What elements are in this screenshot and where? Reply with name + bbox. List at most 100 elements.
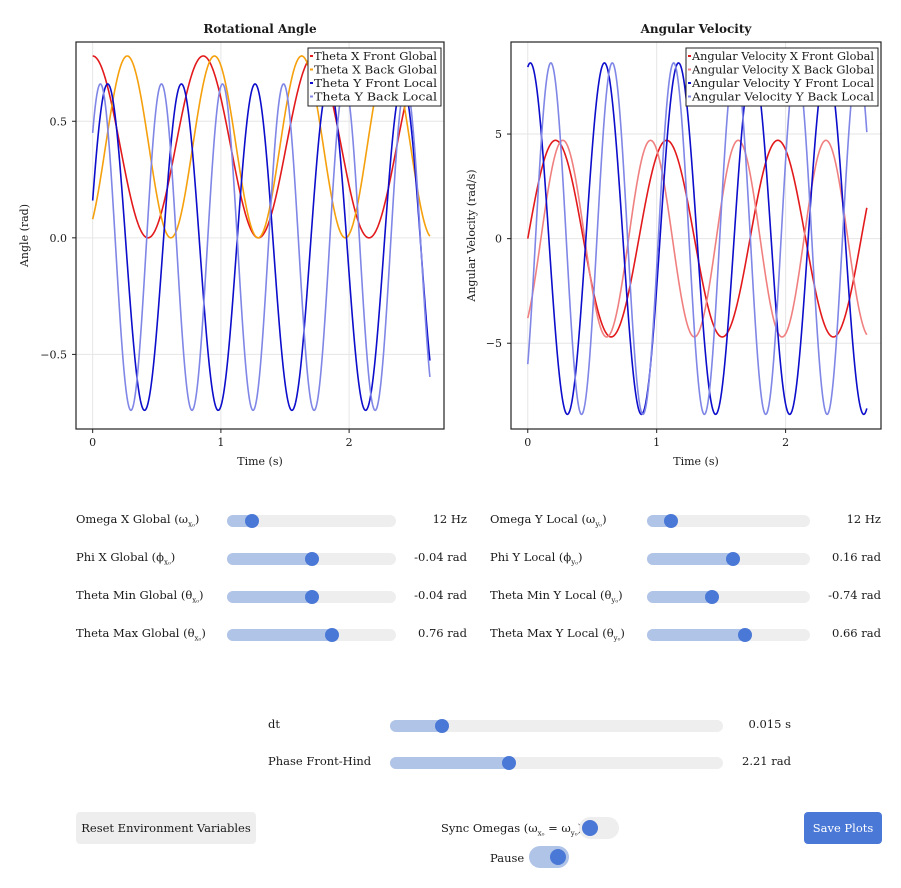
series-line bbox=[91, 83, 431, 412]
slider-label: Omega X Global (ωx₀) bbox=[76, 512, 200, 529]
slider-value: -0.74 rad bbox=[828, 588, 881, 602]
slider-fill bbox=[227, 629, 332, 641]
y-tick-label: 0.5 bbox=[50, 115, 68, 128]
legend-label: Theta X Front Global bbox=[314, 50, 438, 63]
pause-toggle[interactable] bbox=[529, 846, 569, 868]
pause-label: Pause bbox=[490, 851, 525, 865]
slider-knob[interactable] bbox=[737, 628, 752, 642]
slider-label: Omega Y Local (ωy₀) bbox=[490, 512, 607, 529]
slider-row: dt 0.015 s bbox=[268, 713, 791, 737]
slider-label: Theta Max Global (θx₀) bbox=[76, 626, 206, 643]
slider-knob[interactable] bbox=[434, 719, 449, 733]
plot-frame bbox=[510, 41, 882, 430]
chart-title: Rotational Angle bbox=[203, 22, 317, 36]
y-tick-label: −5 bbox=[486, 337, 502, 350]
slider-knob[interactable] bbox=[705, 590, 720, 604]
legend-label: Angular Velocity X Back Global bbox=[691, 64, 875, 77]
y-tick-label: −0.5 bbox=[40, 348, 67, 361]
slider-label: dt bbox=[268, 717, 280, 731]
legend-label: Theta X Back Global bbox=[314, 64, 438, 77]
slider-value: 2.21 rad bbox=[742, 754, 791, 768]
save-plots-button[interactable]: Save Plots bbox=[804, 812, 882, 844]
y-tick-label: 5 bbox=[495, 128, 502, 141]
slider-track[interactable] bbox=[390, 756, 723, 770]
y-tick-label: 0 bbox=[495, 233, 502, 246]
slider-value: 0.76 rad bbox=[418, 626, 467, 640]
x-tick-label: 0 bbox=[524, 436, 531, 449]
legend-label: Angular Velocity Y Back Local bbox=[691, 91, 875, 104]
legend-box bbox=[685, 47, 879, 107]
slider-label: Theta Max Y Local (θy₀) bbox=[490, 626, 625, 643]
slider-value: 0.015 s bbox=[748, 717, 791, 731]
slider-track[interactable] bbox=[227, 590, 396, 604]
x-tick-label: 1 bbox=[653, 436, 660, 449]
x-axis-label: Time (s) bbox=[673, 455, 719, 468]
slider-label: Phi Y Local (ϕy₀) bbox=[490, 550, 583, 567]
slider-fill bbox=[647, 553, 734, 565]
y-axis-label: Angular Velocity (rad/s) bbox=[465, 169, 478, 302]
slider-row: Theta Min Y Local (θy₀) -0.74 rad bbox=[490, 584, 881, 608]
slider-knob[interactable] bbox=[304, 590, 319, 604]
reset-environment-button[interactable]: Reset Environment Variables bbox=[76, 812, 256, 844]
legend-box bbox=[307, 47, 442, 107]
y-tick-label: 0.0 bbox=[50, 232, 68, 245]
slider-value: -0.04 rad bbox=[414, 550, 467, 564]
slider-row: Phase Front-Hind 2.21 rad bbox=[268, 750, 791, 774]
slider-knob[interactable] bbox=[324, 628, 339, 642]
slider-row: Phi X Global (ϕx₀) -0.04 rad bbox=[76, 546, 467, 570]
sync-omegas-label: Sync Omegas (ωx₀ = ωy₀) bbox=[441, 821, 582, 838]
slider-track[interactable] bbox=[647, 590, 810, 604]
slider-fill bbox=[647, 629, 745, 641]
slider-knob[interactable] bbox=[501, 756, 516, 770]
slider-track[interactable] bbox=[227, 628, 396, 642]
slider-value: 0.66 rad bbox=[832, 626, 881, 640]
toggle-knob bbox=[582, 820, 598, 836]
y-axis-label: Angle (rad) bbox=[18, 204, 31, 268]
series-line bbox=[526, 139, 868, 338]
slider-fill bbox=[390, 757, 509, 769]
chart-title: Angular Velocity bbox=[640, 22, 753, 36]
slider-value: 0.16 rad bbox=[832, 550, 881, 564]
x-tick-label: 2 bbox=[782, 436, 789, 449]
toggle-knob bbox=[550, 849, 566, 865]
series-line bbox=[526, 62, 868, 416]
sync-omegas-toggle[interactable] bbox=[579, 817, 619, 839]
x-tick-label: 2 bbox=[346, 436, 353, 449]
legend-label: Angular Velocity Y Front Local bbox=[691, 77, 875, 90]
slider-fill bbox=[227, 553, 312, 565]
slider-track[interactable] bbox=[647, 514, 810, 528]
slider-label: Phase Front-Hind bbox=[268, 754, 372, 768]
legend-label: Angular Velocity X Front Global bbox=[691, 50, 875, 63]
slider-fill bbox=[390, 720, 442, 732]
slider-knob[interactable] bbox=[726, 552, 741, 566]
slider-value: 12 Hz bbox=[432, 512, 467, 526]
slider-track[interactable] bbox=[647, 552, 810, 566]
x-axis-label: Time (s) bbox=[237, 455, 283, 468]
slider-value: 12 Hz bbox=[846, 512, 881, 526]
slider-row: Theta Max Y Local (θy₀) 0.66 rad bbox=[490, 622, 881, 646]
slider-row: Phi Y Local (ϕy₀) 0.16 rad bbox=[490, 546, 881, 570]
slider-track[interactable] bbox=[227, 552, 396, 566]
slider-label: Theta Min Y Local (θy₀) bbox=[490, 588, 623, 605]
slider-label: Theta Min Global (θx₀) bbox=[76, 588, 204, 605]
slider-track[interactable] bbox=[390, 719, 723, 733]
legend-label: Theta Y Front Local bbox=[314, 77, 438, 90]
rotational-angle-chart: 0 1 2 −0.5 0.0 0.5 Rotational Angle Time (s) Ang… bbox=[18, 22, 445, 468]
slider-row: Omega X Global (ωx₀) 12 Hz bbox=[76, 508, 467, 532]
slider-knob[interactable] bbox=[304, 552, 319, 566]
slider-row: Omega Y Local (ωy₀) 12 Hz bbox=[490, 508, 881, 532]
slider-value: -0.04 rad bbox=[414, 588, 467, 602]
slider-fill bbox=[647, 591, 713, 603]
slider-track[interactable] bbox=[647, 628, 810, 642]
slider-fill bbox=[227, 591, 312, 603]
slider-knob[interactable] bbox=[245, 514, 260, 528]
slider-label: Phi X Global (ϕx₀) bbox=[76, 550, 176, 567]
slider-row: Theta Min Global (θx₀) -0.04 rad bbox=[76, 584, 467, 608]
x-tick-label: 0 bbox=[89, 436, 96, 449]
series-line bbox=[91, 83, 431, 412]
slider-row: Theta Max Global (θx₀) 0.76 rad bbox=[76, 622, 467, 646]
angular-velocity-chart: 0 1 2 −5 0 5 Angular Velocity Time (s) Angular V… bbox=[465, 22, 882, 468]
slider-knob[interactable] bbox=[664, 514, 679, 528]
slider-track[interactable] bbox=[227, 514, 396, 528]
x-tick-label: 1 bbox=[217, 436, 224, 449]
